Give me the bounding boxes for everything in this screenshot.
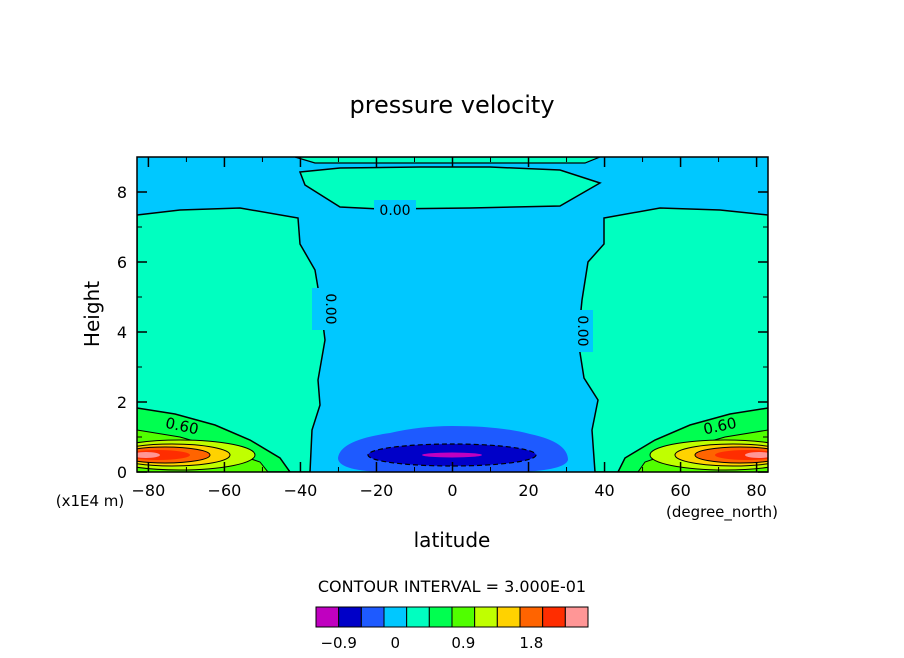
x-tick-label: −60 — [208, 481, 242, 500]
x-axis-label: latitude — [414, 528, 491, 552]
contour-interval-text: CONTOUR INTERVAL = 3.000E-01 — [318, 577, 586, 596]
colorbar-tick-label: −0.9 — [320, 634, 356, 652]
region-right-max — [617, 407, 768, 472]
y-tick-label: 8 — [117, 183, 127, 202]
contour-label-top: 0.00 — [379, 203, 410, 219]
region-equatorial-min — [338, 426, 568, 472]
colorbar-swatch — [315, 606, 340, 628]
x-tick-label: 20 — [518, 481, 538, 500]
contour-field — [137, 157, 768, 472]
y-tick-label: 0 — [117, 463, 127, 482]
y-axis-units: (x1E4 m) — [56, 492, 125, 510]
colorbar-swatch — [406, 606, 430, 628]
x-axis: −80 −60 −40 −20 0 20 40 60 80 — [132, 157, 767, 500]
colorbar-swatch — [496, 606, 521, 628]
contour-labels: 0.00 0.00 0.00 0.60 0.60 — [164, 200, 738, 438]
colorbar-swatch — [428, 606, 453, 628]
colorbar-swatch — [360, 606, 385, 628]
colorbar-swatch — [451, 606, 476, 628]
x-tick-label: −40 — [284, 481, 318, 500]
colorbar: −0.9 0 0.9 1.8 — [315, 606, 589, 652]
x-tick-label: −20 — [360, 481, 394, 500]
colorbar-tick-label: 0.9 — [451, 634, 475, 652]
y-axis: 0 2 4 6 8 — [117, 156, 768, 482]
colorbar-swatch — [383, 606, 408, 628]
colorbar-swatch — [338, 606, 362, 628]
colorbar-swatch — [564, 606, 589, 628]
x-tick-label: 40 — [594, 481, 614, 500]
y-tick-label: 6 — [117, 253, 127, 272]
y-axis-label: Height — [80, 281, 104, 347]
x-tick-label: 0 — [447, 481, 457, 500]
y-tick-label: 2 — [117, 393, 127, 412]
region-top-cap — [294, 157, 601, 164]
colorbar-tick-label: 0 — [391, 634, 401, 652]
x-tick-label: 60 — [670, 481, 690, 500]
region-left-max — [137, 407, 291, 472]
chart-title: pressure velocity — [349, 91, 554, 119]
y-tick-label: 4 — [117, 323, 127, 342]
contour-label-right: 0.00 — [574, 315, 590, 346]
contour-label-left: 0.00 — [322, 293, 338, 324]
colorbar-swatch — [474, 606, 498, 628]
x-tick-label: 80 — [746, 481, 766, 500]
x-tick-label: −80 — [132, 481, 166, 500]
colorbar-swatch — [519, 606, 544, 628]
x-axis-units: (degree_north) — [666, 503, 778, 522]
colorbar-tick-label: 1.8 — [519, 634, 543, 652]
region-top-band — [298, 166, 602, 210]
colorbar-swatch — [542, 606, 566, 628]
